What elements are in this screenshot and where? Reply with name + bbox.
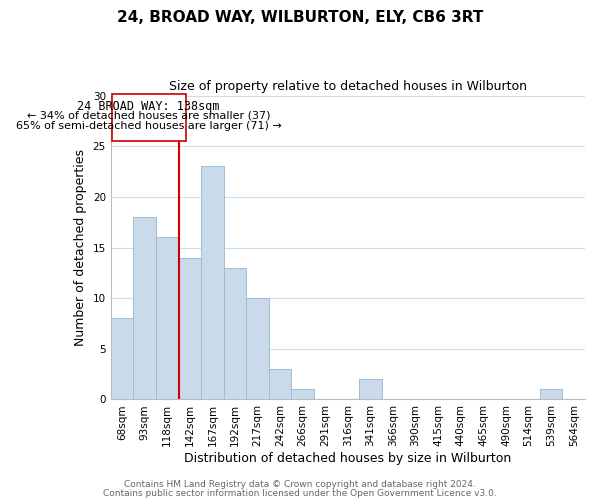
X-axis label: Distribution of detached houses by size in Wilburton: Distribution of detached houses by size … (184, 452, 512, 465)
Bar (224, 268, 246, 400)
Bar (111, 318, 133, 400)
Bar (540, 390, 562, 400)
Title: Size of property relative to detached houses in Wilburton: Size of property relative to detached ho… (169, 80, 527, 93)
Bar (133, 217, 156, 400)
Text: ← 34% of detached houses are smaller (37): ← 34% of detached houses are smaller (37… (27, 111, 271, 121)
Text: 24 BROAD WAY: 138sqm: 24 BROAD WAY: 138sqm (77, 100, 220, 112)
Bar (359, 379, 382, 400)
Text: Contains HM Land Registry data © Crown copyright and database right 2024.: Contains HM Land Registry data © Crown c… (124, 480, 476, 489)
Bar (246, 298, 269, 400)
Bar (292, 390, 314, 400)
Bar (269, 369, 292, 400)
Bar (201, 166, 224, 400)
Y-axis label: Number of detached properties: Number of detached properties (74, 149, 87, 346)
Text: 65% of semi-detached houses are larger (71) →: 65% of semi-detached houses are larger (… (16, 122, 281, 132)
Text: 24, BROAD WAY, WILBURTON, ELY, CB6 3RT: 24, BROAD WAY, WILBURTON, ELY, CB6 3RT (117, 10, 483, 25)
Bar (179, 258, 201, 400)
FancyBboxPatch shape (112, 94, 187, 141)
Text: Contains public sector information licensed under the Open Government Licence v3: Contains public sector information licen… (103, 488, 497, 498)
Bar (156, 238, 179, 400)
